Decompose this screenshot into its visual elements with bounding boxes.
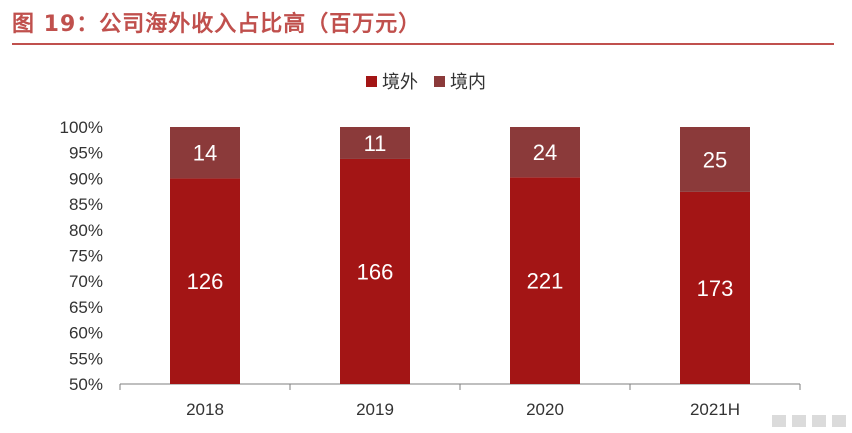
figure-title: 图 19：公司海外收入占比高（百万元）	[12, 12, 422, 37]
y-tick-label: 65%	[69, 298, 103, 317]
y-tick-label: 75%	[69, 247, 103, 266]
legend-item-domestic: 境内	[434, 68, 486, 94]
legend-label-overseas: 境外	[382, 72, 418, 92]
bar-segment-domestic	[510, 127, 580, 178]
bar-segment-overseas	[340, 158, 410, 384]
x-tick-label: 2018	[186, 400, 224, 419]
x-tick-label: 2020	[526, 400, 564, 419]
legend-swatch-domestic	[434, 75, 445, 87]
bar-segment-domestic	[680, 127, 750, 192]
x-tick-label: 2021H	[690, 400, 740, 419]
y-tick-label: 90%	[69, 169, 103, 188]
y-tick-label: 80%	[69, 221, 103, 240]
x-tick-label: 2019	[356, 400, 394, 419]
bar-segment-domestic	[340, 127, 410, 159]
bar-segment-domestic	[170, 127, 240, 179]
data-label: 173	[697, 276, 734, 301]
watermark-blur	[772, 415, 846, 427]
data-label: 25	[703, 147, 727, 172]
data-label: 14	[193, 141, 217, 166]
y-tick-label: 50%	[69, 375, 103, 394]
y-tick-label: 85%	[69, 195, 103, 214]
data-label: 166	[357, 259, 394, 284]
y-tick-label: 95%	[69, 144, 103, 163]
legend-label-domestic: 境内	[450, 72, 486, 92]
title-rule	[12, 43, 834, 45]
y-tick-label: 55%	[69, 349, 103, 368]
chart-legend: 境外 境内	[0, 68, 852, 94]
bar-segment-overseas	[510, 177, 580, 384]
data-label: 11	[364, 131, 387, 156]
data-label: 126	[187, 269, 224, 294]
bar-segment-overseas	[680, 191, 750, 384]
y-tick-label: 70%	[69, 272, 103, 291]
bar-segment-overseas	[170, 178, 240, 384]
data-label: 24	[533, 140, 557, 165]
y-tick-label: 60%	[69, 324, 103, 343]
legend-item-overseas: 境外	[366, 68, 418, 94]
y-tick-label: 100%	[60, 118, 103, 137]
legend-swatch-overseas	[366, 75, 377, 87]
data-label: 221	[527, 269, 564, 294]
